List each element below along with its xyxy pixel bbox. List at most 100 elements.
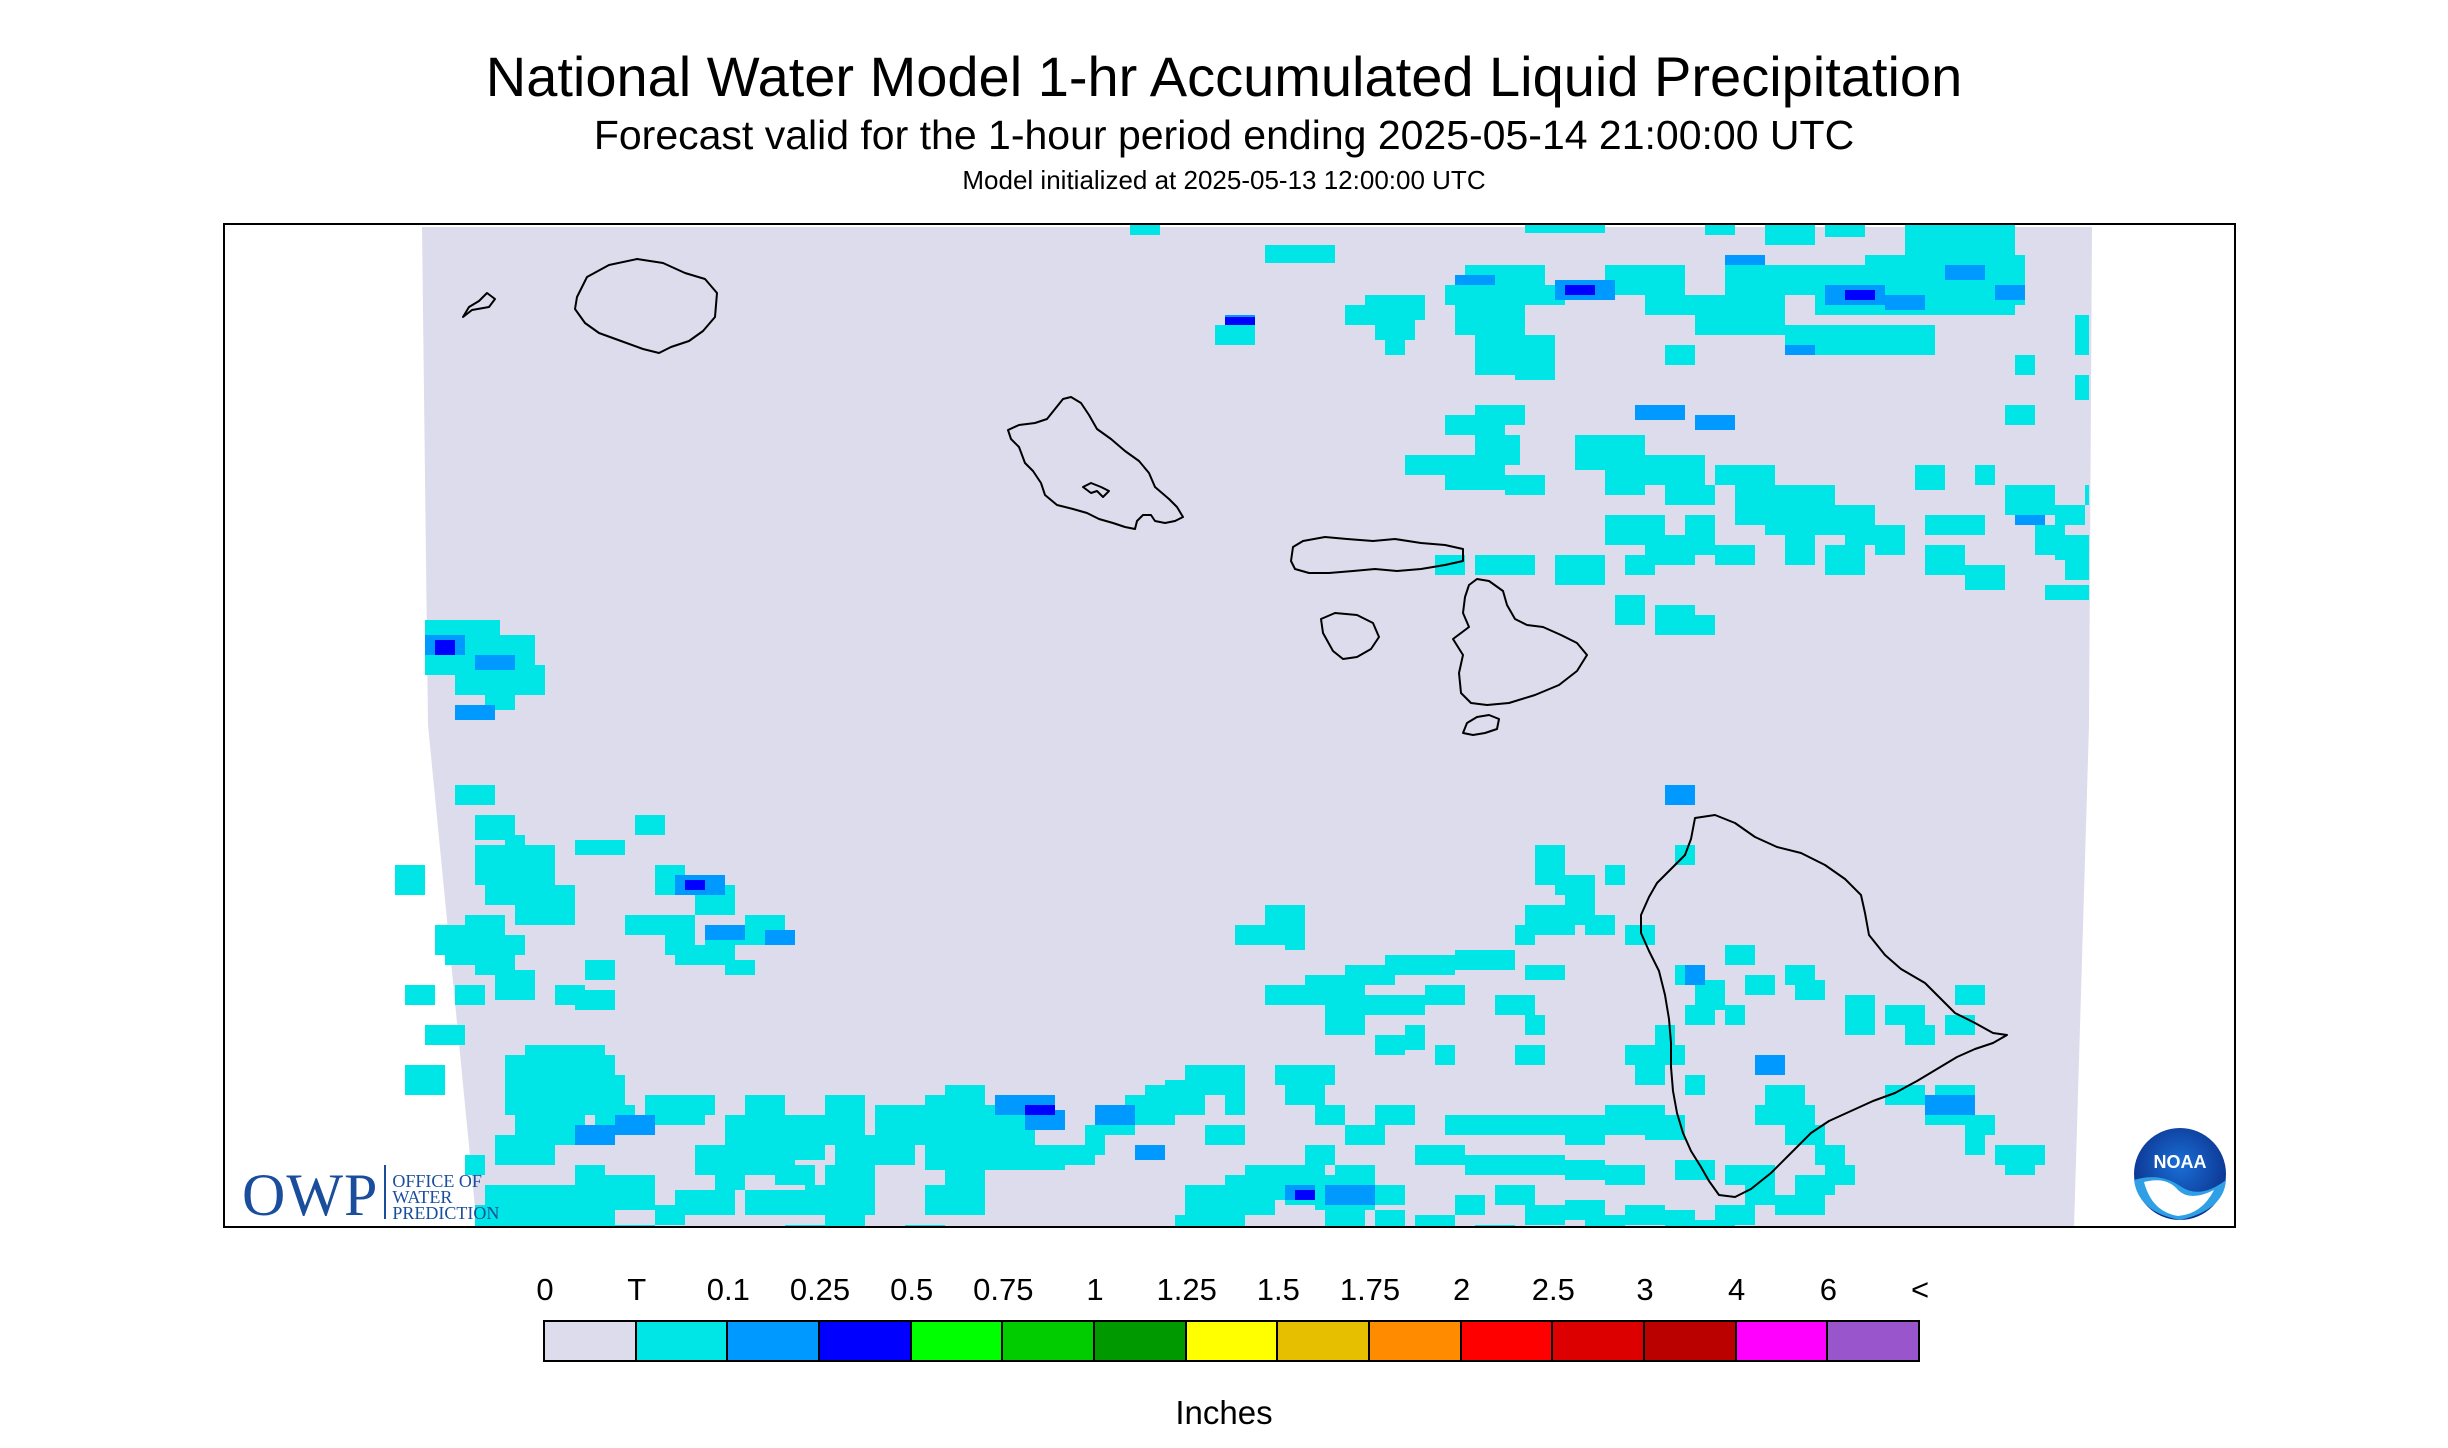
- precip-cell-trace: [655, 1205, 685, 1225]
- precip-cell-trace: [1085, 1125, 1105, 1155]
- precip-cell-trace: [475, 1205, 515, 1226]
- precip-cell-trace: [1285, 1085, 1325, 1105]
- colorbar-tick-label: 3: [1636, 1272, 1654, 1307]
- colorbar-tick-label: 0.25: [789, 1272, 851, 1307]
- precip-cell-trace: [455, 785, 495, 805]
- precip-cell-trace: [1485, 1115, 1525, 1135]
- precip-cell-trace: [1215, 325, 1255, 345]
- precip-cell-trace: [1525, 1115, 1565, 1135]
- precip-cell-trace: [1775, 1195, 1825, 1215]
- precip-cell-trace: [1885, 1085, 1925, 1105]
- precip-cell-trace: [585, 960, 615, 980]
- precip-cell-trace: [1565, 1160, 1605, 1180]
- precip-cell-trace: [1475, 555, 1535, 575]
- maui-coast: [1452, 578, 1588, 706]
- precip-cell-trace: [1265, 245, 1335, 263]
- colorbar-tick-label: <: [1910, 1272, 1930, 1307]
- precip-cell-light: [615, 1115, 655, 1135]
- precip-cell-trace: [1725, 1005, 1745, 1025]
- precip-cell-trace: [1515, 925, 1535, 945]
- precip-cell-trace: [725, 960, 755, 975]
- map-panel: OWP OFFICE OF WATER PREDICTION NOAA: [223, 223, 2236, 1228]
- precip-cell-trace: [1345, 965, 1395, 985]
- owp-logo-line-3: PREDICTION: [392, 1203, 500, 1223]
- niihau-coast: [462, 292, 496, 318]
- precip-cell-trace: [1495, 995, 1535, 1015]
- colorbar-swatch: [1459, 1320, 1554, 1362]
- precip-cell-trace: [1305, 1145, 1335, 1165]
- precip-cell-trace: [1285, 930, 1305, 950]
- precip-cell-trace: [575, 840, 625, 855]
- precip-cell-trace: [1345, 305, 1375, 325]
- colorbar-tick-label: 4: [1728, 1272, 1746, 1307]
- precip-cell-moderate: [1025, 1105, 1055, 1115]
- precip-cell-trace: [1695, 615, 1715, 635]
- precip-cell-light: [765, 930, 795, 945]
- noaa-logo-text: NOAA: [2154, 1152, 2207, 1172]
- precip-cell-trace: [1405, 995, 1425, 1015]
- precip-cell-trace: [1525, 965, 1565, 980]
- precip-cell-trace: [1375, 1035, 1405, 1055]
- precip-cell-trace: [1565, 1115, 1605, 1145]
- precip-cell-trace: [1445, 285, 1485, 305]
- colorbar-swatch: [634, 1320, 729, 1362]
- precip-cell-trace: [1405, 1025, 1425, 1050]
- precip-cell-trace: [1745, 975, 1775, 995]
- precip-cell-trace: [675, 945, 725, 965]
- colorbar-swatch: [1276, 1320, 1371, 1362]
- precip-cell-trace: [945, 1165, 985, 1185]
- precip-cell-trace: [1625, 1045, 1685, 1065]
- precip-cell-light: [1685, 965, 1705, 985]
- precip-cell-trace: [1665, 1210, 1695, 1226]
- oahu-coast: [1007, 396, 1184, 530]
- precip-cell-light: [1955, 1095, 1975, 1115]
- precip-cell-trace: [825, 1215, 865, 1226]
- precip-cell-trace: [1685, 1005, 1715, 1025]
- precip-cell-moderate: [1295, 1190, 1315, 1200]
- colorbar-tick-label: 1.25: [1156, 1272, 1217, 1307]
- precip-cell-trace: [1695, 1220, 1735, 1226]
- precip-cell-trace: [1425, 985, 1445, 1005]
- kauai-coast: [574, 258, 718, 354]
- precip-cell-trace: [1585, 915, 1615, 935]
- precip-cell-trace: [405, 1065, 445, 1095]
- precip-cell-light: [1665, 785, 1695, 805]
- precip-cell-light: [1695, 415, 1735, 430]
- precip-cell-trace: [535, 905, 565, 925]
- precip-cell-moderate: [435, 640, 455, 655]
- precip-cell-trace: [1475, 1225, 1515, 1226]
- precip-cell-trace: [1455, 305, 1525, 335]
- colorbar-tick-label: 0: [536, 1272, 554, 1307]
- precip-cell-trace: [1130, 225, 1160, 235]
- colorbar-units: Inches: [1175, 1394, 1273, 1431]
- precip-cell-trace: [1745, 1185, 1775, 1205]
- precip-cell-moderate: [1845, 290, 1875, 300]
- owp-logo-line-2: WATER: [392, 1187, 453, 1207]
- precip-cell-trace: [1715, 545, 1755, 565]
- coastlines: [462, 258, 2008, 1198]
- precip-cell-trace: [1345, 1125, 1385, 1145]
- precip-cell-trace: [1965, 1115, 1995, 1135]
- precip-cell-trace: [1515, 360, 1555, 380]
- owp-logo: OWP OFFICE OF WATER PREDICTION: [242, 1161, 500, 1228]
- precip-cell-trace: [1315, 1105, 1345, 1125]
- precip-cell-trace: [1585, 1215, 1625, 1226]
- precip-cell-trace: [715, 1170, 745, 1190]
- colorbar-swatch: [726, 1320, 821, 1362]
- precip-cell-trace: [495, 975, 535, 1000]
- precip-cell-trace: [1915, 465, 1945, 490]
- precip-cell-trace: [1605, 1165, 1645, 1185]
- precip-cell-trace: [1815, 1145, 1845, 1165]
- owp-logo-letters: OWP: [242, 1162, 379, 1228]
- precip-cell-trace: [1375, 1185, 1405, 1205]
- precip-cell-trace: [1415, 1215, 1455, 1226]
- precip-cell-trace: [1685, 1075, 1705, 1095]
- precip-cell-trace: [1385, 955, 1455, 975]
- precip-cell-trace: [1575, 435, 1645, 470]
- precip-cell-light: [1785, 345, 1815, 355]
- precip-cell-trace: [1275, 1065, 1335, 1085]
- precip-cell-trace: [1765, 1085, 1805, 1105]
- precip-cell-trace: [1905, 1025, 1935, 1045]
- molokai-coast: [1290, 536, 1464, 574]
- precip-cell-trace: [2065, 555, 2089, 580]
